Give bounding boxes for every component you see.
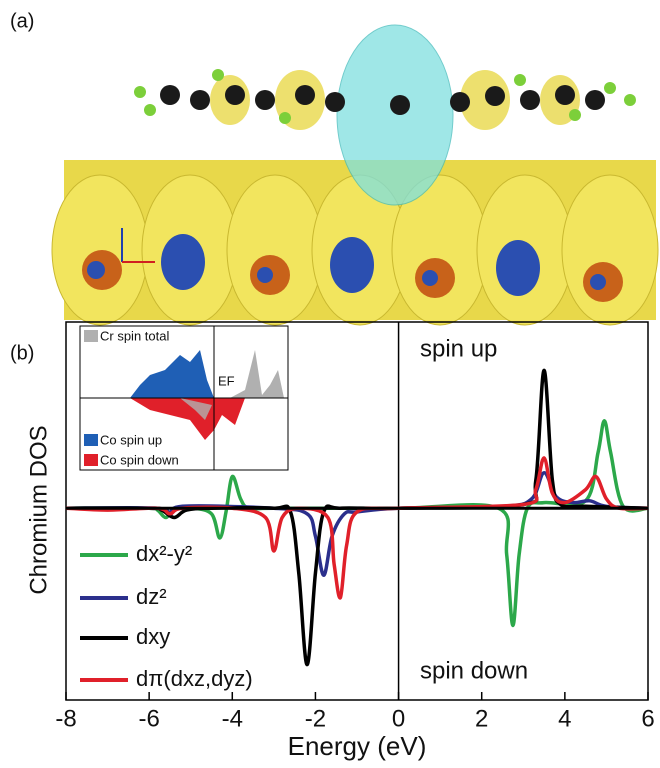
inset-legend-label: Co spin down <box>100 452 179 467</box>
dos-line <box>65 456 649 600</box>
inset-legend-label: Co spin up <box>100 432 162 447</box>
inset-legend-label: Cr spin total <box>100 328 169 343</box>
x-tick-label: 0 <box>392 705 405 732</box>
x-tick-label: -8 <box>55 705 76 732</box>
x-tick-label: -4 <box>222 705 243 732</box>
dos-line <box>65 368 649 667</box>
inset <box>79 325 289 471</box>
legend-label: dx²-y² <box>136 541 192 566</box>
legend-label: dπ(dxz,dyz) <box>136 666 253 691</box>
fermi-label: EF <box>218 373 235 388</box>
x-tick-label: 2 <box>475 705 488 732</box>
panel-label: (b) <box>10 342 34 364</box>
legend-label: dz² <box>136 584 167 609</box>
x-tick-label: -2 <box>305 705 326 732</box>
legend-label: dxy <box>136 624 170 649</box>
x-tick-label: 4 <box>558 705 571 732</box>
annotation: spin down <box>420 657 528 684</box>
structure-render <box>51 24 659 326</box>
panel-label: (a) <box>10 10 34 32</box>
x-axis-label: Energy (eV) <box>288 731 427 761</box>
annotation: spin up <box>420 335 497 362</box>
x-tick-label: -6 <box>138 705 159 732</box>
plot-frame <box>65 321 649 701</box>
y-axis-label: Chromium DOS <box>25 425 52 594</box>
x-tick-label: 6 <box>641 705 654 732</box>
